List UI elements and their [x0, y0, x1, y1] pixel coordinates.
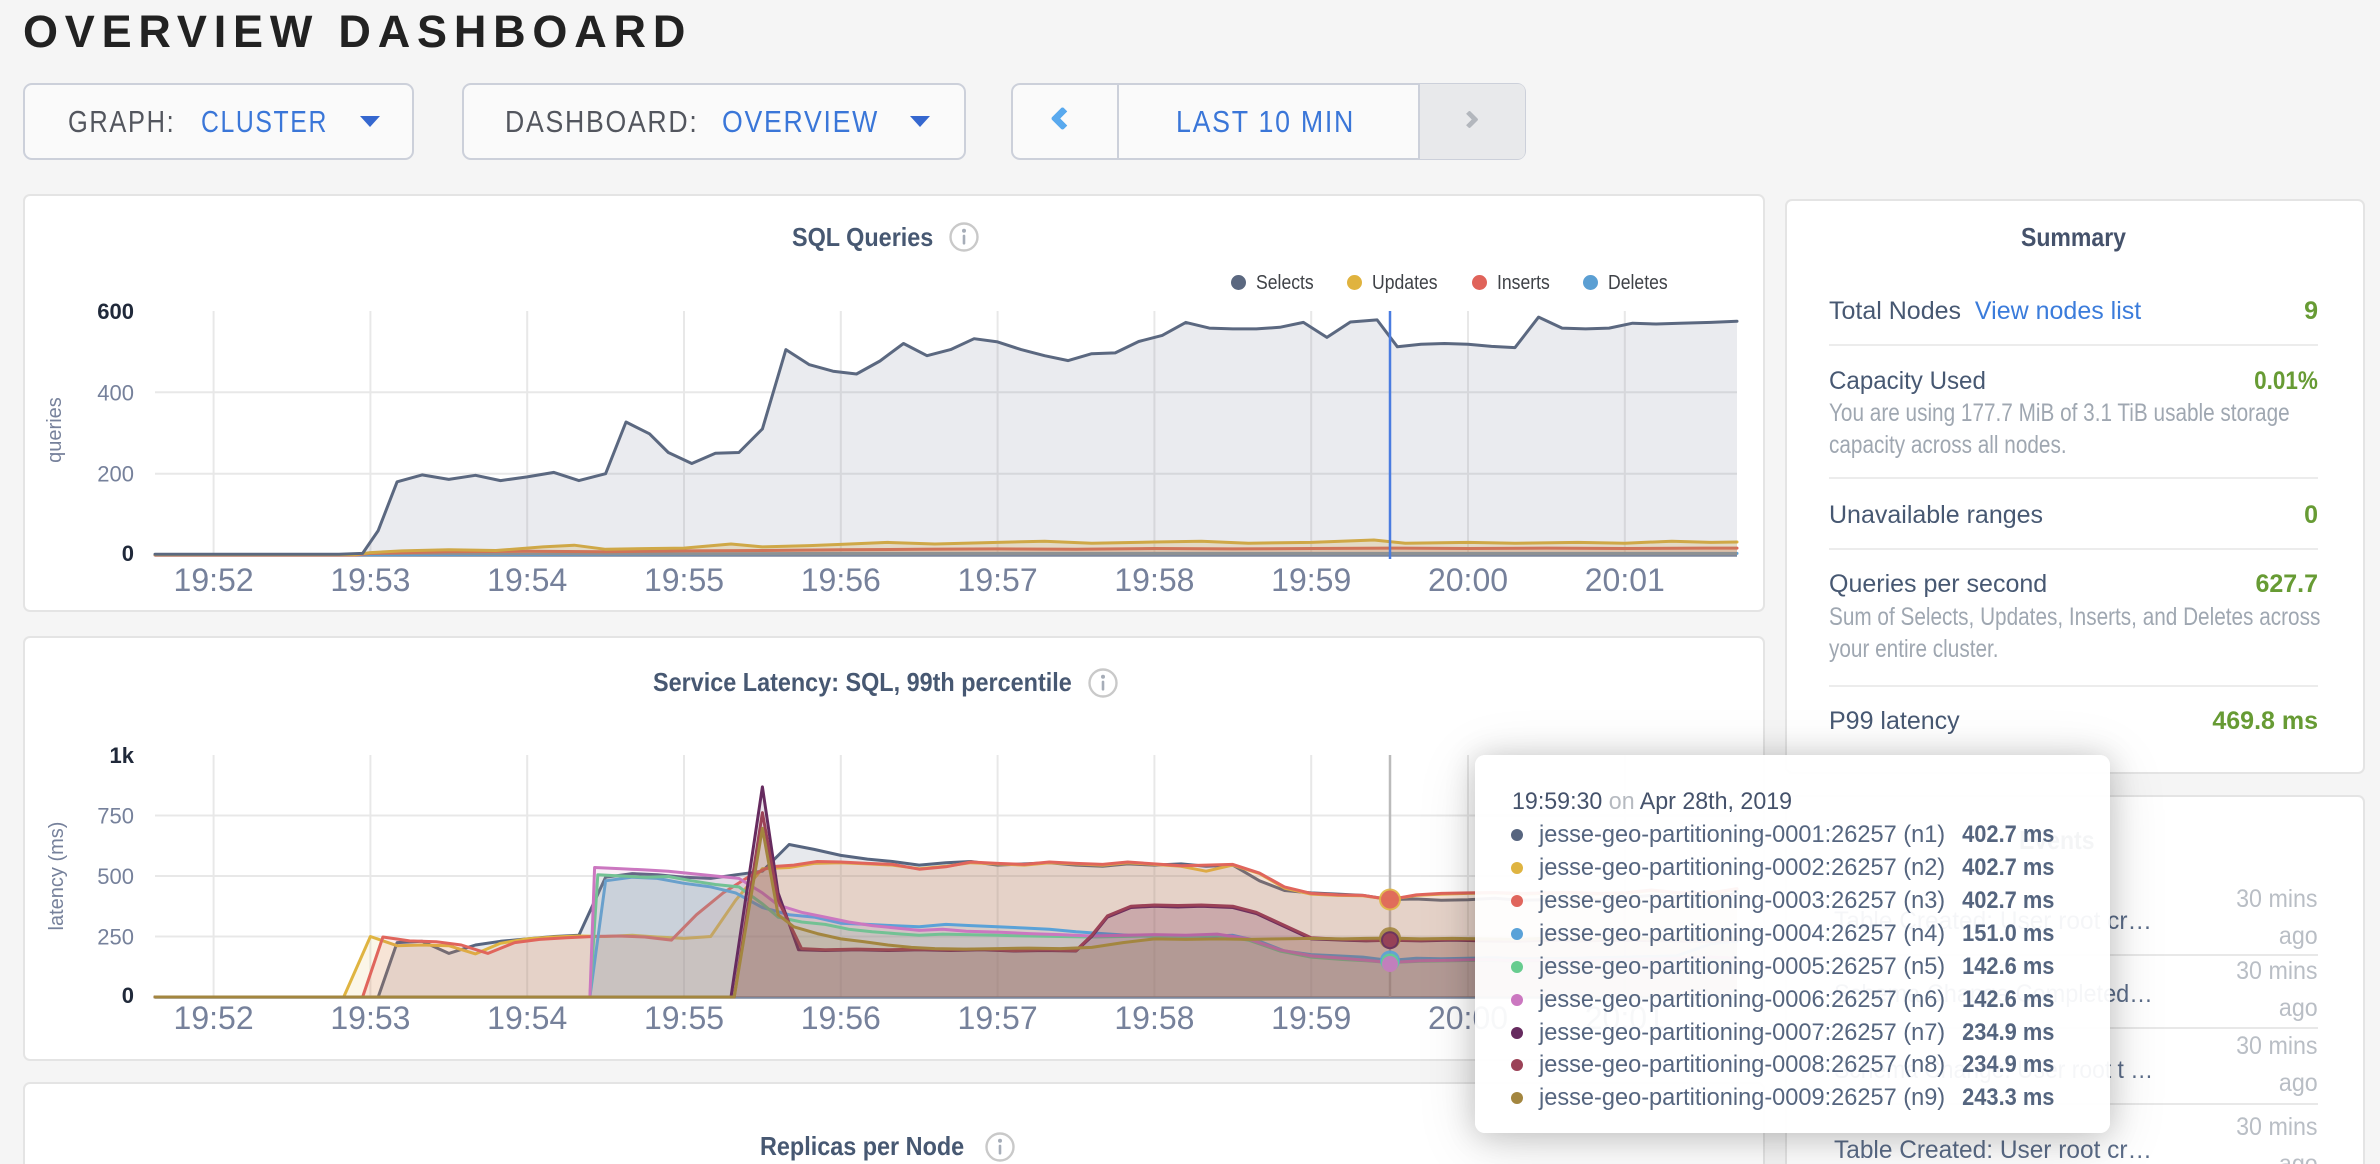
svg-text:19:59: 19:59	[1271, 562, 1351, 598]
svg-text:19:54: 19:54	[487, 562, 567, 598]
svg-text:250: 250	[97, 925, 134, 950]
svg-text:750: 750	[97, 804, 134, 829]
svg-text:500: 500	[97, 864, 134, 889]
svg-text:19:53: 19:53	[330, 1000, 410, 1036]
svg-text:19:53: 19:53	[330, 562, 410, 598]
svg-text:19:55: 19:55	[644, 1000, 724, 1036]
svg-text:20:00: 20:00	[1428, 562, 1508, 598]
svg-text:19:54: 19:54	[487, 1000, 567, 1036]
svg-text:1k: 1k	[110, 743, 135, 768]
svg-text:19:56: 19:56	[801, 562, 881, 598]
svg-text:0: 0	[122, 541, 134, 566]
svg-text:200: 200	[97, 462, 134, 487]
svg-text:20:01: 20:01	[1585, 562, 1665, 598]
svg-text:latency (ms): latency (ms)	[46, 822, 68, 931]
svg-text:19:55: 19:55	[644, 562, 724, 598]
svg-text:19:57: 19:57	[958, 562, 1038, 598]
svg-text:600: 600	[97, 299, 134, 324]
svg-text:19:52: 19:52	[174, 562, 254, 598]
svg-text:19:58: 19:58	[1114, 1000, 1194, 1036]
svg-text:queries: queries	[44, 397, 66, 463]
svg-text:400: 400	[97, 380, 134, 405]
svg-text:0: 0	[122, 983, 134, 1008]
svg-text:19:57: 19:57	[958, 1000, 1038, 1036]
svg-text:19:59: 19:59	[1271, 1000, 1351, 1036]
svg-text:19:52: 19:52	[174, 1000, 254, 1036]
svg-text:19:58: 19:58	[1114, 562, 1194, 598]
svg-text:19:56: 19:56	[801, 1000, 881, 1036]
